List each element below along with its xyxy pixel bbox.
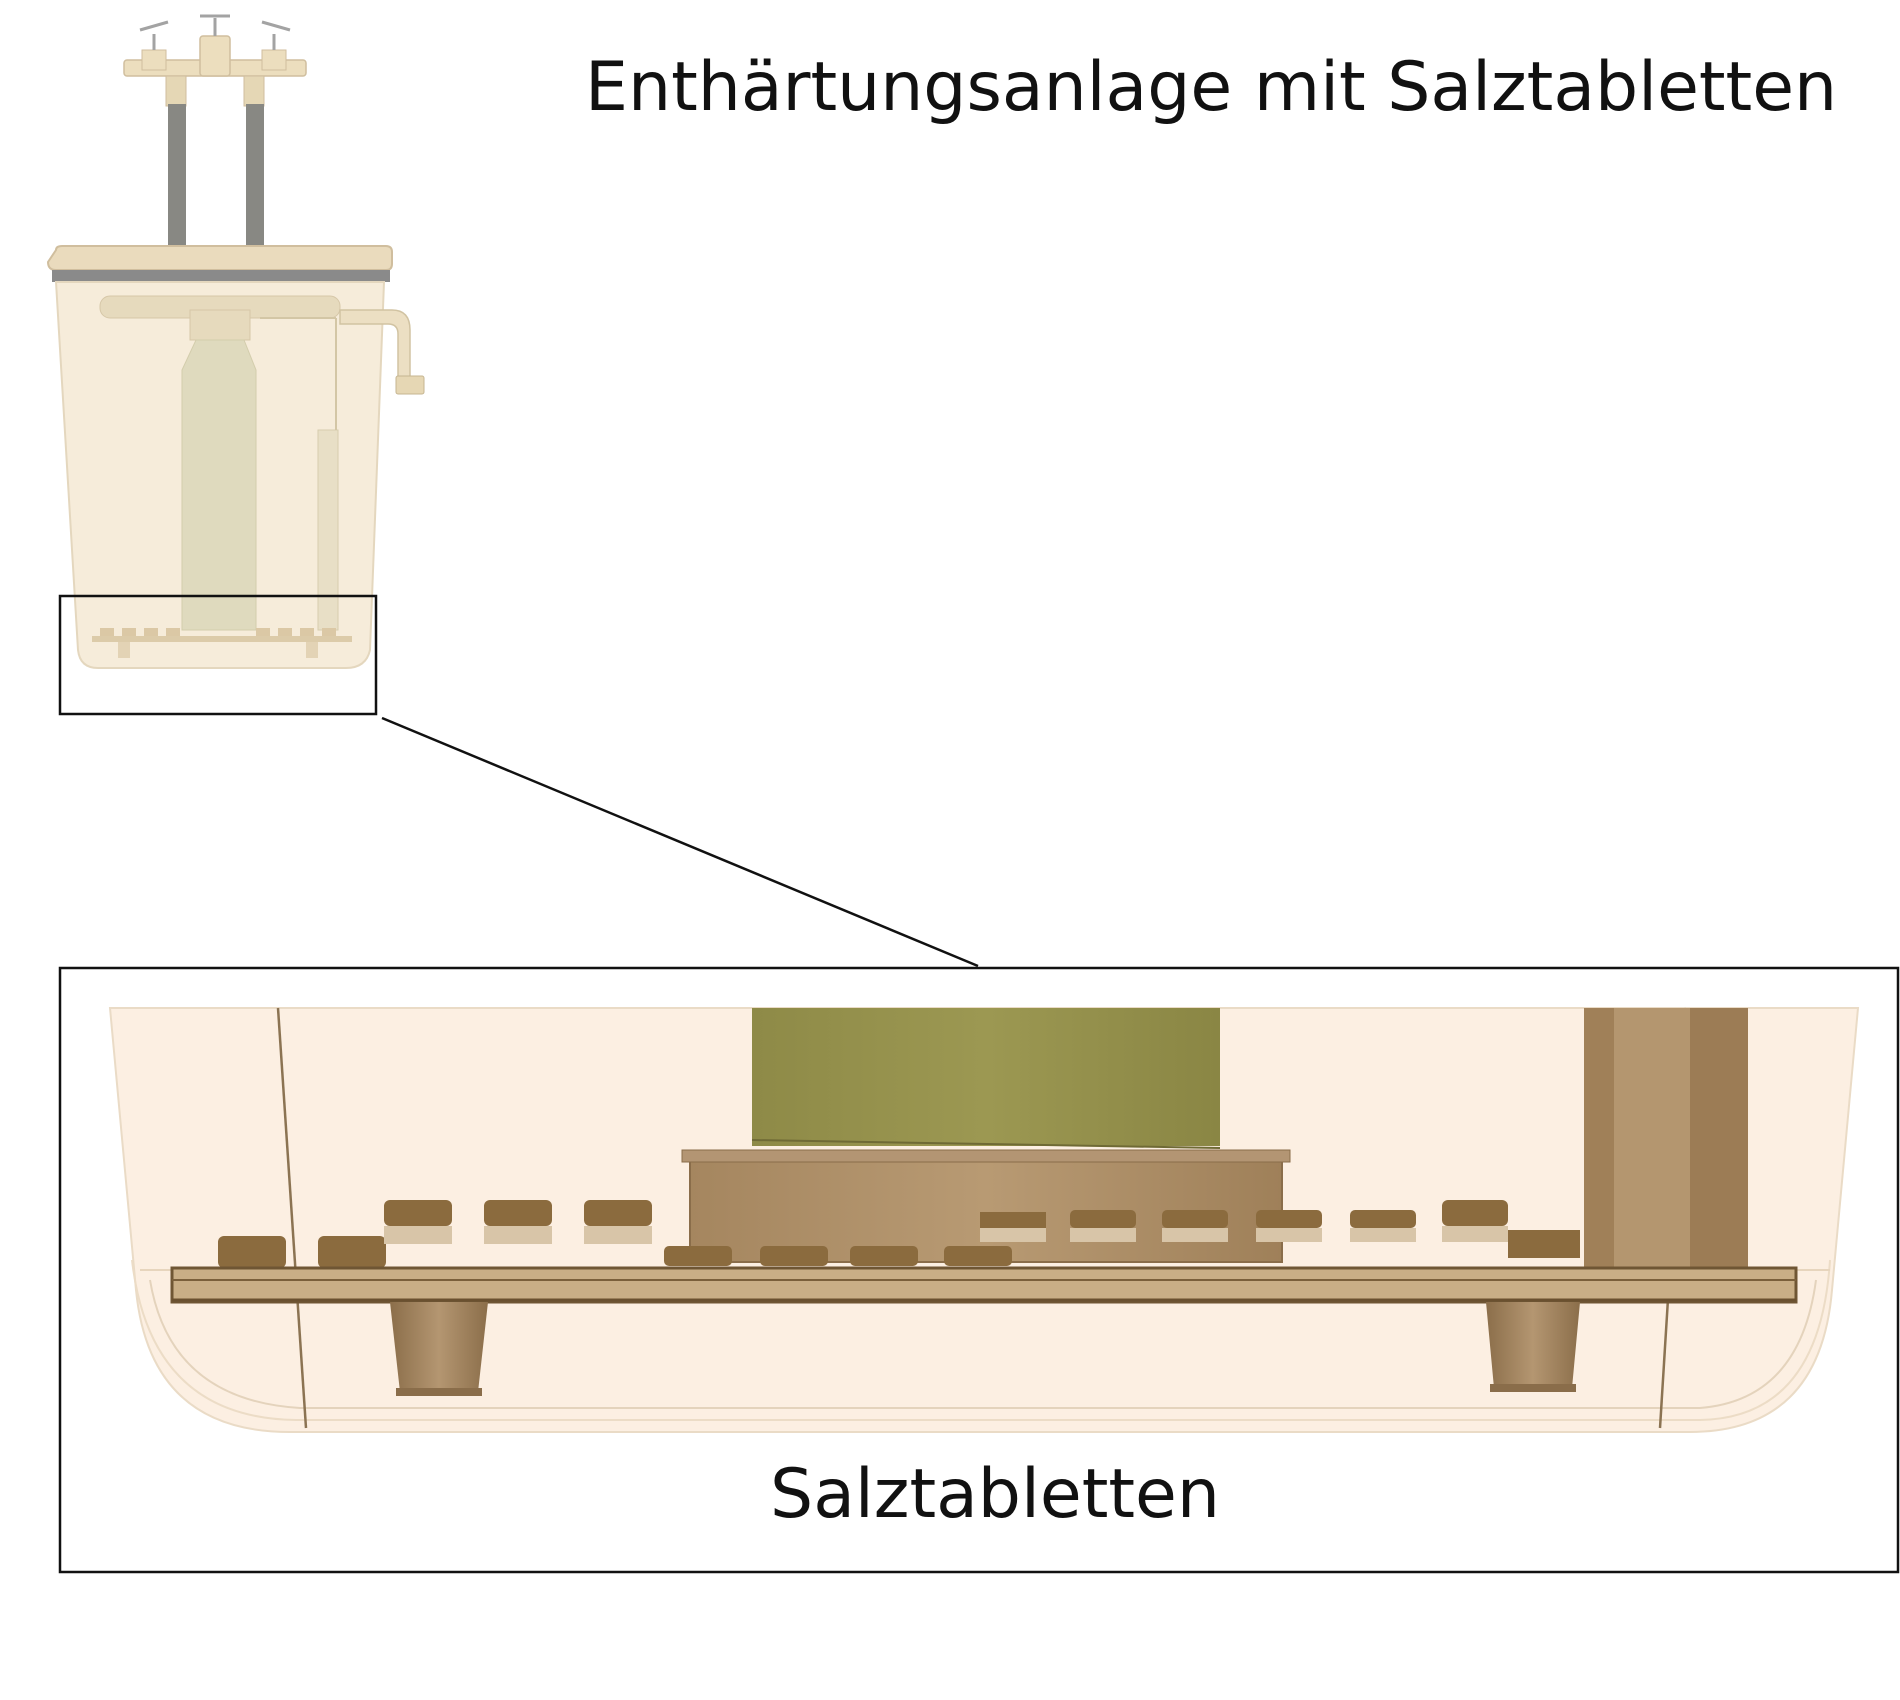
- zoom-connector-line: [381, 716, 979, 968]
- salt-tablets: [218, 1200, 1580, 1268]
- detail-resin-tank: [752, 1008, 1220, 1146]
- diagram-title: Enthärtungsanlage mit Salztabletten: [585, 48, 1838, 127]
- valve-assembly: [123, 14, 307, 107]
- brine-tube: [317, 429, 339, 631]
- resin-tank: [181, 339, 257, 631]
- detail-label: Salztabletten: [770, 1455, 1220, 1534]
- tablet-grid-plate: [170, 1266, 1798, 1304]
- grid-foot-left: [390, 1302, 488, 1392]
- inlet-hose: [168, 104, 186, 246]
- lid: [46, 245, 393, 271]
- detail-indicator-box: [58, 594, 378, 716]
- detail-view: [108, 1007, 1860, 1433]
- outlet-hose: [246, 104, 264, 246]
- grid-foot-right: [1486, 1302, 1580, 1388]
- softener-overview: [46, 14, 425, 669]
